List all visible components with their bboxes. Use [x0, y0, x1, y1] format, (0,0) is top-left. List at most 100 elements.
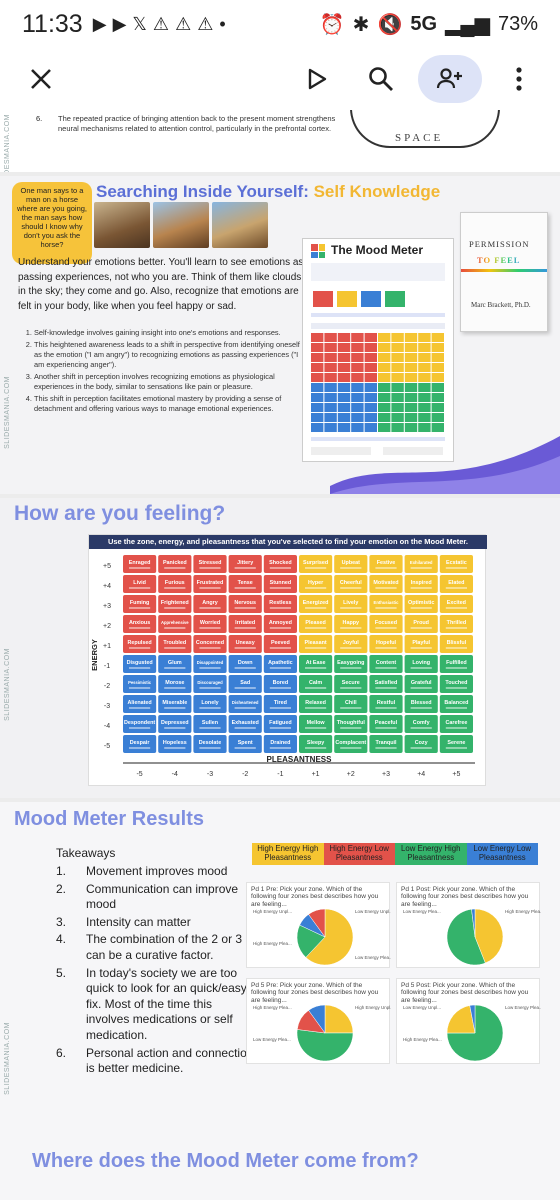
emotion-label: Depressed	[161, 720, 189, 726]
emotion-label: Morose	[165, 680, 184, 686]
emotion-label: Peaceful	[375, 720, 398, 726]
mini-cell	[391, 333, 404, 342]
mini-cell	[431, 403, 444, 412]
emotion-label: Balanced	[444, 700, 468, 706]
emotion-cell	[369, 675, 403, 693]
emotion-label: Excited	[447, 600, 466, 606]
emotion-cell	[404, 635, 438, 653]
emotion-cell	[299, 555, 333, 573]
pleasantness-tick-label: -3	[207, 771, 213, 778]
mini-cell	[418, 423, 431, 432]
mini-cell	[418, 373, 431, 382]
more-options-button[interactable]	[496, 56, 542, 102]
emotion-label: Cheerful	[340, 580, 362, 586]
emotion-label: Disgusted	[127, 660, 153, 666]
mini-cell	[378, 353, 391, 362]
emotion-rating	[164, 667, 186, 669]
emotion-label: Glum	[168, 660, 182, 666]
close-button[interactable]	[18, 56, 64, 102]
emotion-cell	[369, 555, 403, 573]
emotion-cell	[404, 695, 438, 713]
mini-cell	[337, 373, 351, 382]
emotion-cell	[334, 655, 368, 673]
mini-cell	[391, 393, 404, 402]
pie-slice	[324, 1004, 354, 1034]
emotion-label: Disheartened	[232, 700, 259, 705]
emotion-cell	[158, 715, 192, 733]
emotion-cell	[193, 655, 227, 673]
emotion-label: Exhilarated	[410, 560, 433, 565]
mini-cell	[337, 383, 351, 392]
emotion-label: Anxious	[129, 620, 150, 626]
mini-cell	[431, 393, 444, 402]
side-label: SLIDESMANIA.COM	[4, 376, 11, 449]
energy-tick-label: +3	[103, 603, 111, 610]
emotion-cell	[158, 595, 192, 613]
mini-cell	[324, 423, 337, 432]
emotion-cell	[439, 575, 473, 593]
emotion-cell	[228, 735, 262, 753]
more-vert-icon	[516, 67, 522, 91]
document-content	[311, 263, 445, 455]
mini-cell	[404, 333, 418, 342]
emotion-cell	[263, 715, 297, 733]
slide-self-knowledge: SLIDESMANIA.COM Searching Inside Yoursel…	[0, 176, 560, 494]
list-item: 4. The combination of the 2 or 3 can be a…	[56, 932, 243, 962]
emotion-rating	[445, 707, 467, 709]
pleasantness-tick-label: +1	[312, 771, 320, 778]
emotion-label: Discouraged	[197, 680, 223, 685]
pie-label: High Energy Plea...	[253, 941, 292, 946]
emotion-label: Pleased	[305, 620, 325, 626]
mini-cell	[378, 423, 391, 432]
mini-cell	[324, 353, 337, 362]
emotion-cell	[123, 695, 157, 713]
emotion-cell	[334, 715, 368, 733]
slides-viewer[interactable]: SLIDESMANIA.COM 6. The repeated practice…	[0, 110, 560, 1200]
emotion-label: Happy	[343, 620, 359, 626]
list-item: 5. In today's society we are too quick to…	[56, 965, 247, 1042]
emotion-label: Pessimistic	[128, 680, 152, 685]
point-text: The repeated practice of bringing attent…	[58, 114, 336, 133]
pleasantness-tick-label: +3	[382, 771, 390, 778]
emotion-label: Apprehensive	[161, 620, 189, 625]
takeaways-list: 1. Movement improves mood 2. Communication…	[56, 864, 256, 1077]
mini-cell	[351, 383, 364, 392]
emotion-cell	[439, 695, 473, 713]
pie-question: Pd 5 Pre: Pick your zone. Which of the f…	[251, 982, 379, 1004]
emotion-cell	[158, 615, 192, 633]
emotion-label: Concerned	[196, 640, 224, 646]
emotion-cell	[334, 555, 368, 573]
emotion-cell	[439, 635, 473, 653]
emotion-cell	[404, 655, 438, 673]
emotion-rating	[375, 607, 397, 609]
list-item: This shift in perception facilitates emo…	[34, 394, 304, 414]
emotion-label: Motivated	[373, 580, 398, 586]
emotion-rating	[375, 687, 397, 689]
mini-cell	[351, 353, 364, 362]
emotion-cell	[228, 575, 262, 593]
mini-cell	[378, 333, 391, 342]
emotion-cell	[299, 695, 333, 713]
pie-slice	[471, 908, 476, 938]
mini-cell	[391, 413, 404, 422]
emotion-cell	[158, 635, 192, 653]
emotion-cell	[228, 555, 262, 573]
emotion-cell	[404, 715, 438, 733]
emotion-rating	[410, 707, 432, 709]
emotion-cell	[193, 695, 227, 713]
emotion-rating	[199, 627, 221, 629]
mini-cell	[378, 343, 391, 352]
search-button[interactable]	[358, 56, 404, 102]
mini-cell	[431, 343, 444, 352]
mini-cell	[391, 343, 404, 352]
horse-photo	[94, 202, 150, 248]
emotion-rating	[445, 627, 467, 629]
present-button[interactable]	[294, 56, 340, 102]
emotion-rating	[305, 567, 327, 569]
share-button[interactable]	[418, 55, 482, 103]
emotion-label: Peeved	[271, 640, 290, 646]
emotion-label: Grateful	[411, 680, 432, 686]
mini-cell	[337, 363, 351, 372]
mini-cell	[324, 413, 337, 422]
mini-cell	[391, 423, 404, 432]
